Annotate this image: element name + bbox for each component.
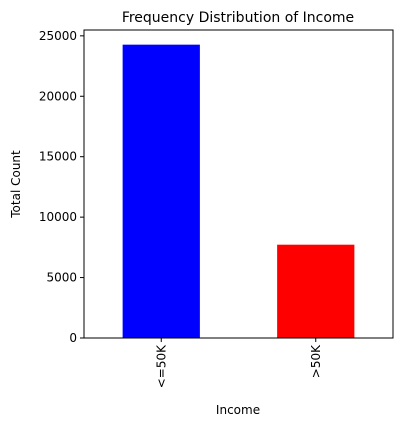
- bar-1: [122, 44, 200, 338]
- plot-frame: [83, 29, 394, 339]
- y-axis-label: Total Count: [9, 150, 23, 219]
- bars-layer: [122, 44, 355, 338]
- x-axis-label: Income: [216, 403, 260, 417]
- bar-2: [277, 244, 355, 338]
- y-tick-label: 25000: [39, 29, 77, 43]
- y-tick-label: 10000: [39, 210, 77, 224]
- y-tick-label: 0: [69, 331, 77, 345]
- x-axis: <=50K >50K: [154, 338, 323, 388]
- y-tick-label: 5000: [46, 271, 77, 285]
- y-axis: 0 5000 10000 15000 20000 25000: [39, 29, 84, 345]
- x-tick-label: <=50K: [154, 344, 168, 388]
- chart-title: Frequency Distribution of Income: [122, 10, 354, 26]
- y-tick-label: 15000: [39, 150, 77, 164]
- x-tick-label: >50K: [309, 344, 323, 378]
- y-tick-label: 20000: [39, 89, 77, 103]
